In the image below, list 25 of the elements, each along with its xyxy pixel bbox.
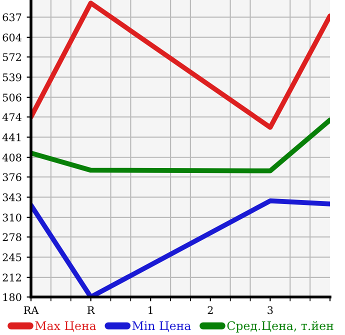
- x-tick-label: 3: [268, 306, 273, 314]
- y-tick-label: 408: [2, 154, 22, 162]
- y-tick-label: 441: [2, 133, 20, 142]
- line-series: [31, 0, 330, 130]
- y-tick-label: 539: [2, 73, 22, 82]
- y-tick-label: 180: [3, 293, 22, 302]
- y-tick-label: 474: [2, 113, 22, 121]
- legend-label: Min Цена: [132, 321, 191, 332]
- y-tick-label: 376: [2, 173, 22, 182]
- legend-label: Max Цена: [35, 321, 96, 332]
- x-tick-label: 1: [148, 306, 152, 314]
- y-tick-label: 572: [2, 53, 21, 62]
- y-tick-label: 212: [2, 274, 21, 282]
- legend-label: Сред.Цена, т.йен: [227, 321, 334, 332]
- y-tick-label: 278: [2, 233, 22, 242]
- y-tick-label: 604: [2, 34, 22, 42]
- y-tick-label: 310: [2, 214, 22, 222]
- y-tick-label: 506: [2, 94, 22, 102]
- y-tick-label: 245: [2, 253, 22, 262]
- x-tick-label: 2: [208, 306, 213, 314]
- x-tick-label: R: [87, 306, 95, 314]
- y-tick-label: 637: [2, 13, 22, 22]
- y-tick-label: 343: [2, 193, 22, 202]
- x-tick-label: RA: [24, 306, 39, 314]
- line-series: [31, 118, 330, 174]
